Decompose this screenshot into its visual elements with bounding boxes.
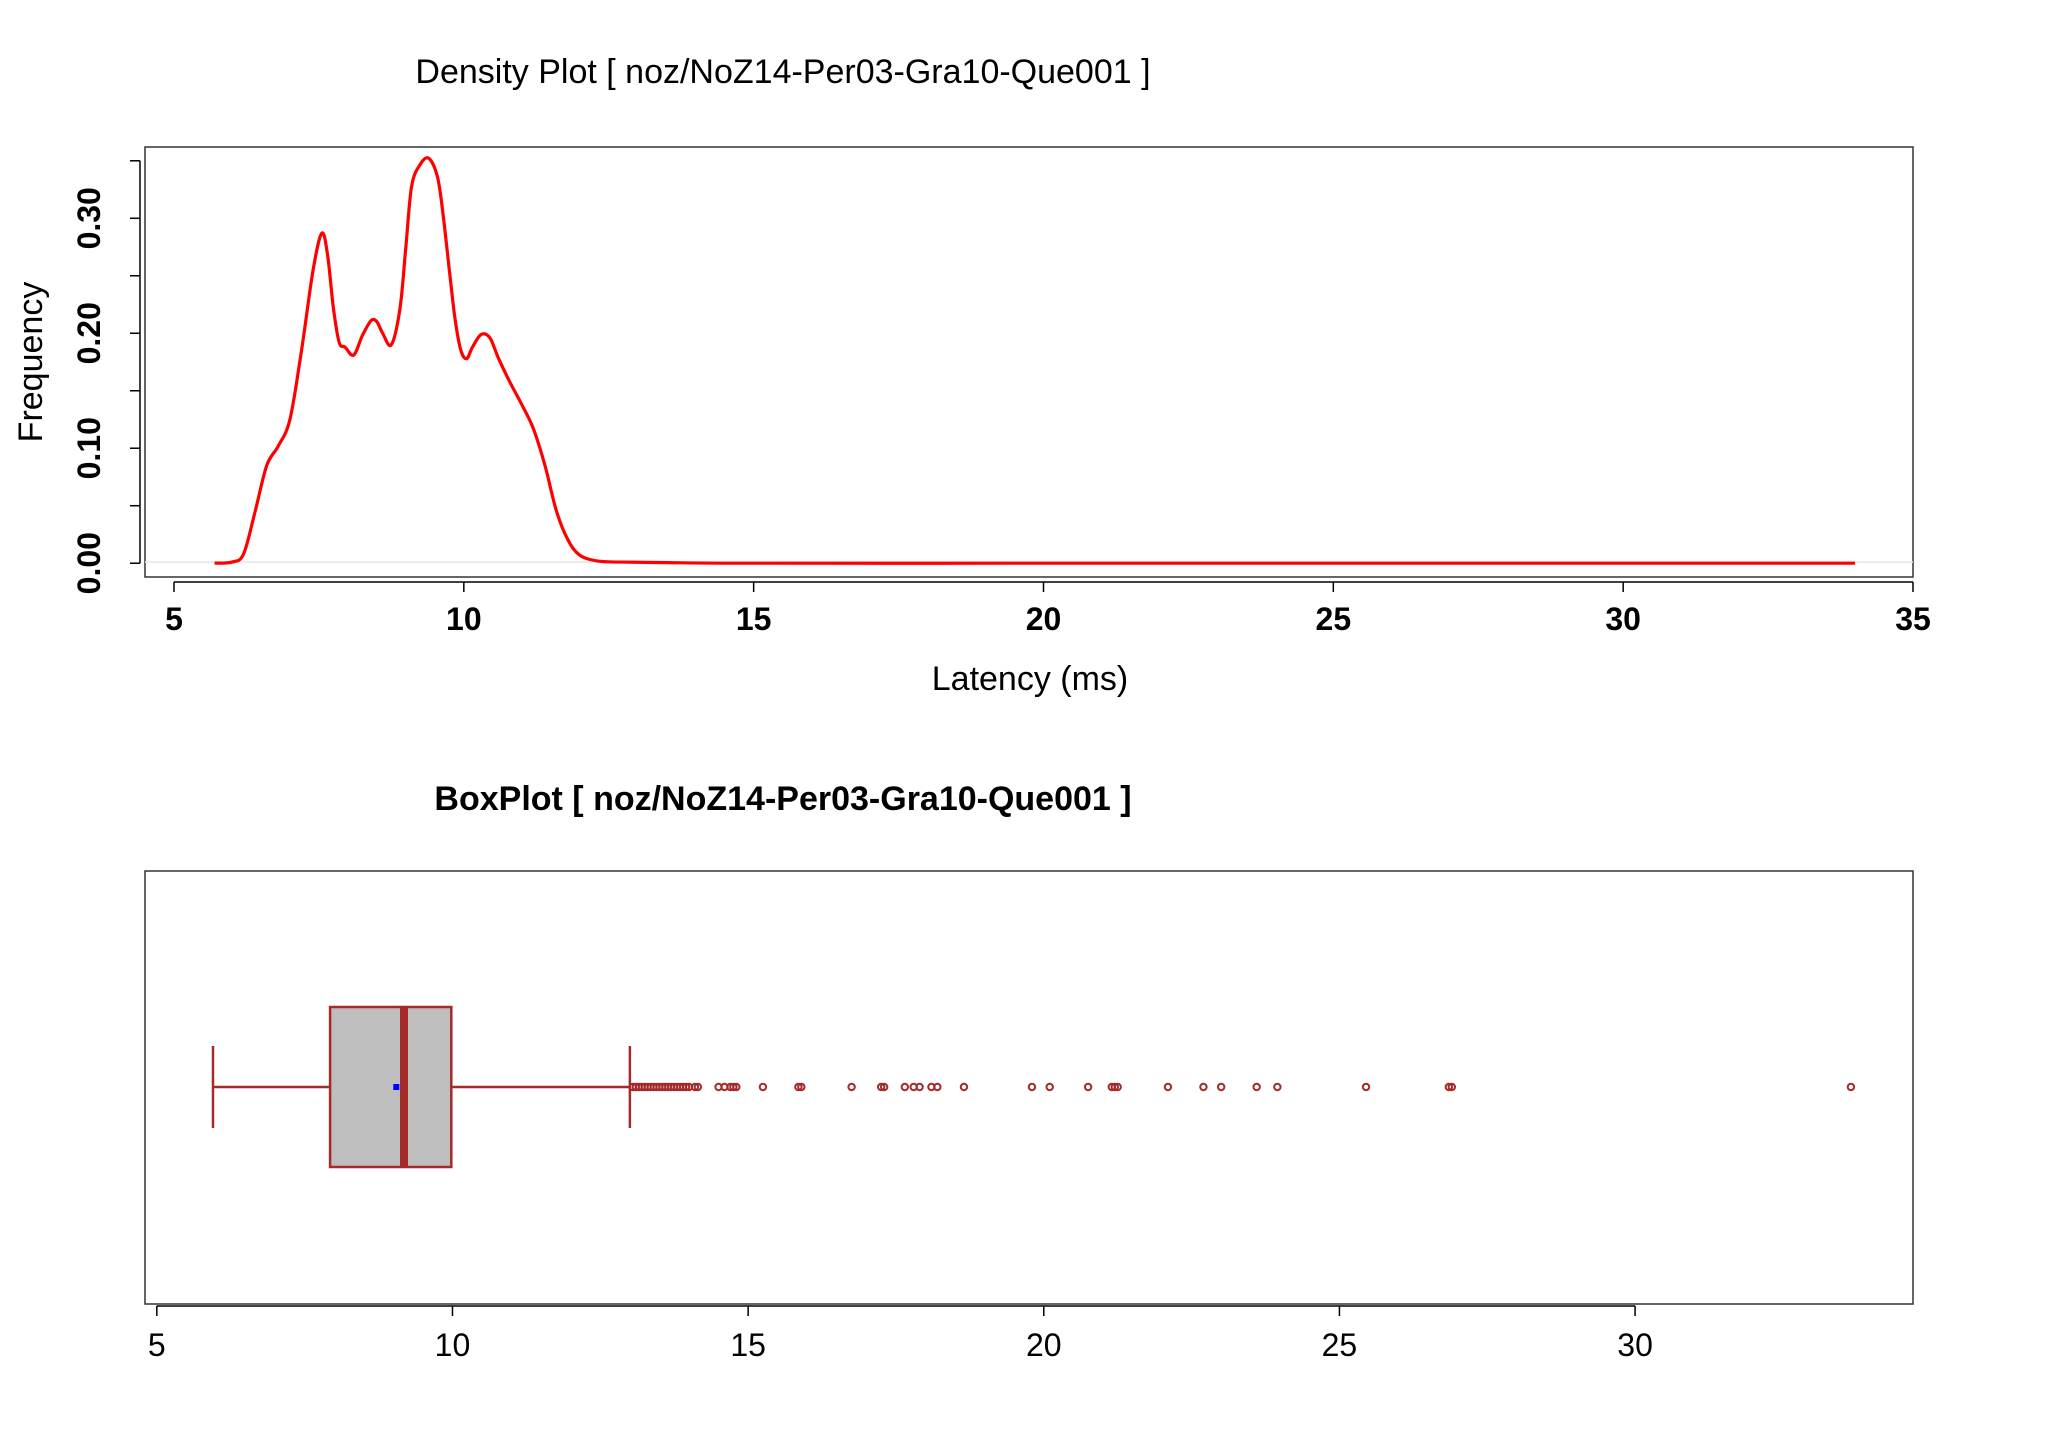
box-axes: 5 10 15 20 25 30	[148, 1305, 1653, 1363]
box-outliers	[628, 1082, 1856, 1092]
box-outlier-point	[732, 1082, 741, 1092]
density-y-axis-label: Frequency	[12, 282, 50, 443]
density-plot-panel: Density Plot [ noz/NoZ14-Per03-Gra10-Que…	[12, 53, 1931, 698]
box-outlier-point	[876, 1082, 886, 1092]
density-curve	[214, 156, 1856, 565]
box-outlier-point	[847, 1082, 856, 1092]
box-outlier-point	[1447, 1082, 1456, 1092]
box-plot-panel: BoxPlot [ noz/NoZ14-Per03-Gra10-Que001 ]…	[144, 780, 1914, 1363]
box-outlier-point	[690, 1082, 700, 1092]
box-outlier-point	[1163, 1082, 1173, 1092]
box-outlier-point	[1444, 1082, 1454, 1092]
box-outlier-point	[681, 1082, 691, 1092]
box-outlier-point	[1113, 1082, 1122, 1092]
box-outlier-point	[758, 1082, 768, 1092]
box-outlier-point	[933, 1082, 942, 1092]
density-y-tick-label: 0.00	[71, 532, 107, 594]
density-y-tick-label: 0.20	[71, 302, 107, 364]
box-mean-marker	[393, 1084, 400, 1090]
box-outlier-point	[900, 1082, 910, 1092]
density-x-tick-label: 10	[446, 601, 482, 637]
box-outlier-point	[1083, 1082, 1093, 1092]
box-plot-frame	[144, 870, 1914, 1305]
box-outlier-point	[1027, 1082, 1037, 1092]
box-outlier-point	[959, 1082, 969, 1092]
box-plot-title: BoxPlot [ noz/NoZ14-Per03-Gra10-Que001 ]	[434, 780, 1131, 818]
box-outlier-point	[1045, 1082, 1054, 1092]
density-x-tick-label: 35	[1895, 601, 1931, 637]
box-outlier-point	[1846, 1082, 1856, 1092]
density-y-tick-label: 0.10	[71, 417, 107, 479]
density-x-tick-label: 25	[1316, 601, 1352, 637]
density-axes: 5 10 15 20 25 30 35 0.00 0.10 0.20 0.30	[71, 160, 1931, 637]
box-outlier-point	[1252, 1082, 1261, 1092]
box-x-tick-label: 10	[435, 1327, 471, 1363]
box-x-tick-label: 5	[148, 1327, 166, 1363]
box-outlier-point	[879, 1082, 889, 1092]
density-y-tick-label: 0.30	[71, 187, 107, 249]
box-outlier-point	[1273, 1082, 1282, 1092]
box-marks	[211, 1005, 632, 1169]
density-x-tick-label: 15	[736, 601, 772, 637]
density-x-axis-label: Latency (ms)	[932, 660, 1129, 698]
density-x-tick-label: 5	[165, 601, 183, 637]
density-plot-title: Density Plot [ noz/NoZ14-Per03-Gra10-Que…	[415, 53, 1150, 91]
box-outlier-point	[915, 1082, 924, 1092]
box-x-tick-label: 20	[1026, 1327, 1062, 1363]
box-outlier-point	[797, 1082, 806, 1092]
density-plot-frame	[144, 146, 1914, 578]
box-iqr	[328, 1005, 453, 1169]
box-outlier-point	[1361, 1082, 1371, 1092]
density-x-tick-label: 30	[1605, 601, 1641, 637]
box-x-tick-label: 25	[1322, 1327, 1358, 1363]
box-outlier-point	[693, 1082, 703, 1092]
box-x-tick-label: 15	[730, 1327, 766, 1363]
box-outlier-point	[1199, 1082, 1208, 1092]
density-x-tick-label: 20	[1026, 601, 1062, 637]
box-outlier-point	[1216, 1082, 1226, 1092]
box-outlier-point	[729, 1082, 738, 1092]
box-outlier-point	[794, 1082, 803, 1092]
box-outlier-point	[1110, 1082, 1119, 1092]
box-x-tick-label: 30	[1617, 1327, 1653, 1363]
